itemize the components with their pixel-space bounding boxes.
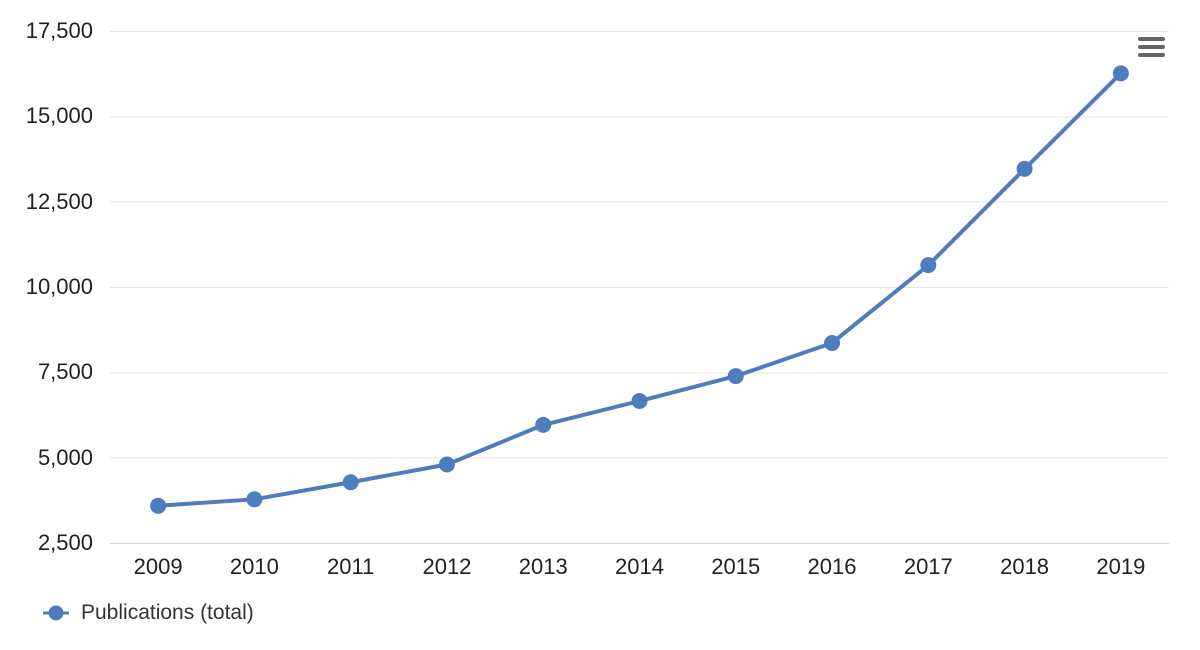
x-axis-label: 2012 [422,554,472,579]
y-axis-label: 15,000 [25,103,93,129]
x-axis-label: 2017 [903,554,953,579]
data-point-marker[interactable] [631,393,648,410]
legend-label: Publications (total) [81,601,254,624]
x-axis-label: 2019 [1096,554,1146,579]
data-point-marker[interactable] [1016,160,1033,177]
x-axis-label: 2009 [133,554,183,579]
x-axis-label: 2015 [711,554,761,579]
x-axis-label: 2010 [229,554,279,579]
legend-line-marker-icon [43,605,69,621]
x-axis-label: 2016 [807,554,857,579]
data-point-marker[interactable] [727,368,744,385]
x-axis-label: 2018 [1000,554,1050,579]
data-point-marker[interactable] [342,474,359,491]
y-axis-label: 7,500 [37,359,93,385]
data-point-marker[interactable] [150,497,167,514]
data-point-marker[interactable] [246,491,263,508]
legend-item-publications[interactable]: Publications (total) [38,601,254,625]
y-axis-label: 17,500 [25,18,93,43]
data-point-marker[interactable] [824,334,841,351]
x-axis-label: 2011 [327,554,375,579]
data-point-marker[interactable] [438,456,455,473]
y-axis-label: 5,000 [37,444,93,470]
chart-context-menu-button[interactable] [1132,31,1170,63]
x-axis-label: 2013 [518,554,568,579]
data-point-marker[interactable] [1112,65,1129,82]
series-line [156,71,1123,508]
data-point-marker[interactable] [535,416,552,433]
y-axis-label: 12,500 [25,188,93,214]
data-point-marker[interactable] [920,257,937,274]
y-axis-label: 2,500 [37,530,93,555]
x-axis-label: 2014 [615,554,664,579]
y-axis-label: 10,000 [25,274,93,299]
